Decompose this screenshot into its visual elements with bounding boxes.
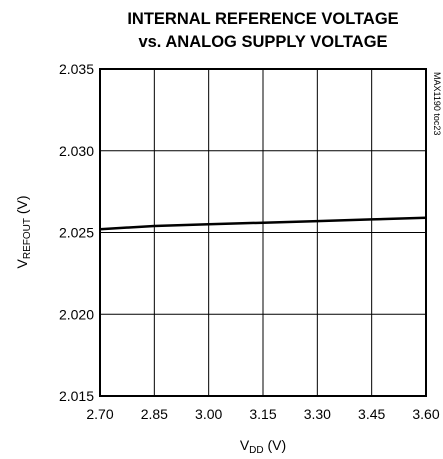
figure-id-label: MAX1190 toc23: [432, 72, 442, 135]
chart-title-line1: INTERNAL REFERENCE VOLTAGE: [127, 10, 398, 28]
chart-title-line2: vs. ANALOG SUPPLY VOLTAGE: [138, 33, 387, 51]
y-tick-label: 2.020: [59, 306, 94, 322]
x-tick-label: 2.70: [86, 406, 113, 422]
x-tick-label: 2.85: [141, 406, 168, 422]
y-tick-label: 2.035: [59, 61, 94, 77]
x-tick-label: 3.60: [412, 406, 439, 422]
y-axis-label: VREFOUT (V): [14, 195, 33, 268]
y-tick-label: 2.015: [59, 388, 94, 404]
series-group: [99, 216, 427, 231]
x-tick-label: 3.30: [304, 406, 331, 422]
x-tick-label: 3.45: [358, 406, 385, 422]
x-tick-label: 3.15: [249, 406, 276, 422]
y-tick-labels: 2.035 2.030 2.025 2.020 2.015: [59, 61, 94, 404]
x-tick-label: 3.00: [195, 406, 222, 422]
y-tick-label: 2.030: [59, 143, 94, 159]
grid: [100, 69, 426, 396]
x-tick-labels: 2.70 2.85 3.00 3.15 3.30 3.45 3.60: [86, 406, 439, 422]
y-tick-label: 2.025: [59, 225, 94, 241]
x-axis-label: VDD (V): [240, 437, 286, 456]
plot-frame: [99, 68, 427, 397]
series-line: [99, 216, 427, 231]
